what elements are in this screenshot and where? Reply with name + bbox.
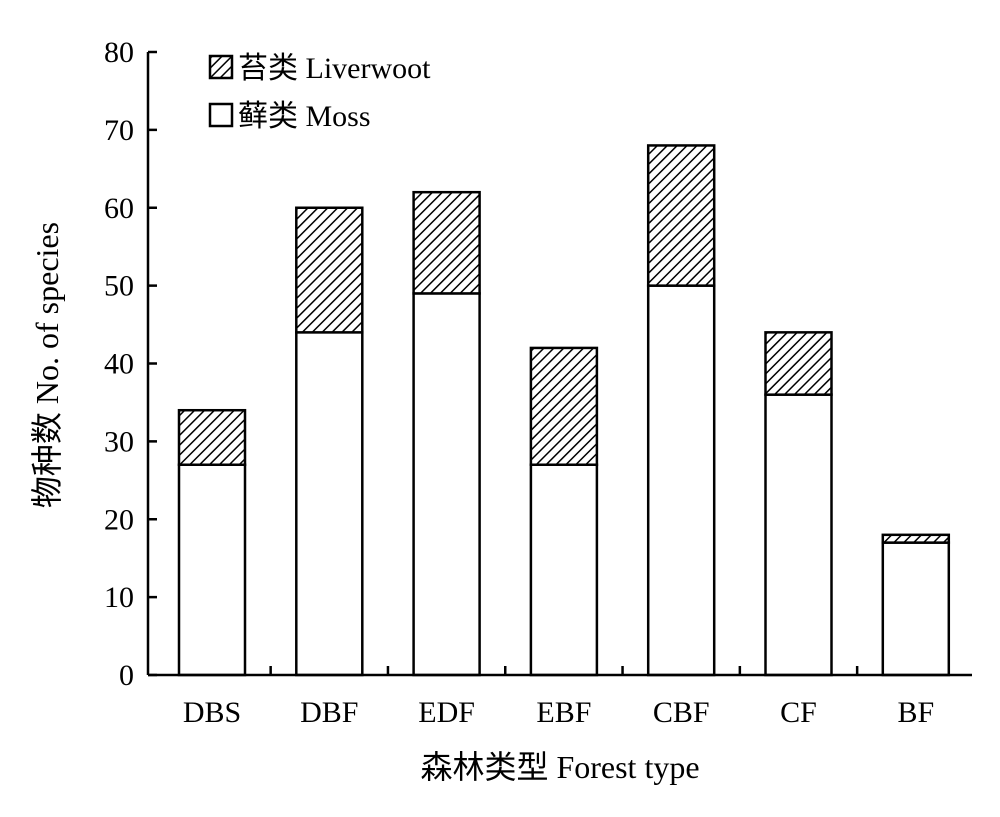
bar-moss-dbf	[295, 331, 364, 677]
x-axis-title: 森林类型 Forest type	[420, 749, 699, 785]
bar-moss-cf	[764, 393, 833, 677]
x-tick-label: DBS	[183, 696, 241, 729]
legend-label-liverwort: 苔类 Liverwoot	[238, 52, 431, 85]
y-tick-label: 80	[104, 36, 134, 69]
legend-item-liverwort: 苔类 Liverwoot	[208, 52, 431, 85]
y-tick-label: 0	[119, 659, 134, 692]
bar-moss-edf	[412, 292, 481, 677]
y-tick-label: 70	[104, 114, 134, 147]
bar-moss-dbs	[177, 463, 247, 677]
bar-liverwort-cbf	[646, 144, 716, 287]
y-axis-title: 物种数 No. of species	[29, 222, 65, 508]
bar-liverwort-ebf	[529, 346, 599, 466]
bar-moss-bf	[881, 541, 951, 677]
y-tick-label: 60	[104, 192, 134, 225]
legend-swatch-liverwort	[208, 54, 234, 80]
y-ticks-group: 0 10 20 30 40 50 60 70 80	[104, 36, 157, 692]
x-ticks-group: DBS DBF EDF EBF CBF CF BF	[183, 666, 934, 729]
y-tick-label: 30	[104, 425, 134, 458]
y-tick-label: 20	[104, 503, 134, 536]
y-tick-label: 50	[104, 270, 134, 303]
legend: 苔类 Liverwoot 藓类 Moss	[208, 52, 431, 133]
bar-liverwort-dbf	[295, 206, 364, 334]
bar-liverwort-cf	[764, 331, 833, 396]
x-tick-label: DBF	[300, 696, 358, 729]
bar-liverwort-dbs	[177, 408, 247, 466]
bar-moss-ebf	[529, 463, 599, 677]
legend-label-moss: 藓类 Moss	[238, 100, 371, 133]
x-tick-label: CF	[780, 696, 817, 729]
bar-liverwort-bf	[881, 533, 951, 544]
bar-moss-cbf	[646, 284, 716, 677]
x-tick-label: EBF	[536, 696, 591, 729]
y-tick-label: 40	[104, 348, 134, 381]
x-tick-label: BF	[897, 696, 934, 729]
bar-liverwort-edf	[412, 190, 481, 295]
x-tick-label: EDF	[418, 696, 475, 729]
bars-group	[177, 144, 951, 677]
legend-swatch-moss	[208, 102, 234, 128]
legend-item-moss: 藓类 Moss	[208, 100, 371, 133]
x-tick-label: CBF	[653, 696, 710, 729]
y-tick-label: 10	[104, 581, 134, 614]
